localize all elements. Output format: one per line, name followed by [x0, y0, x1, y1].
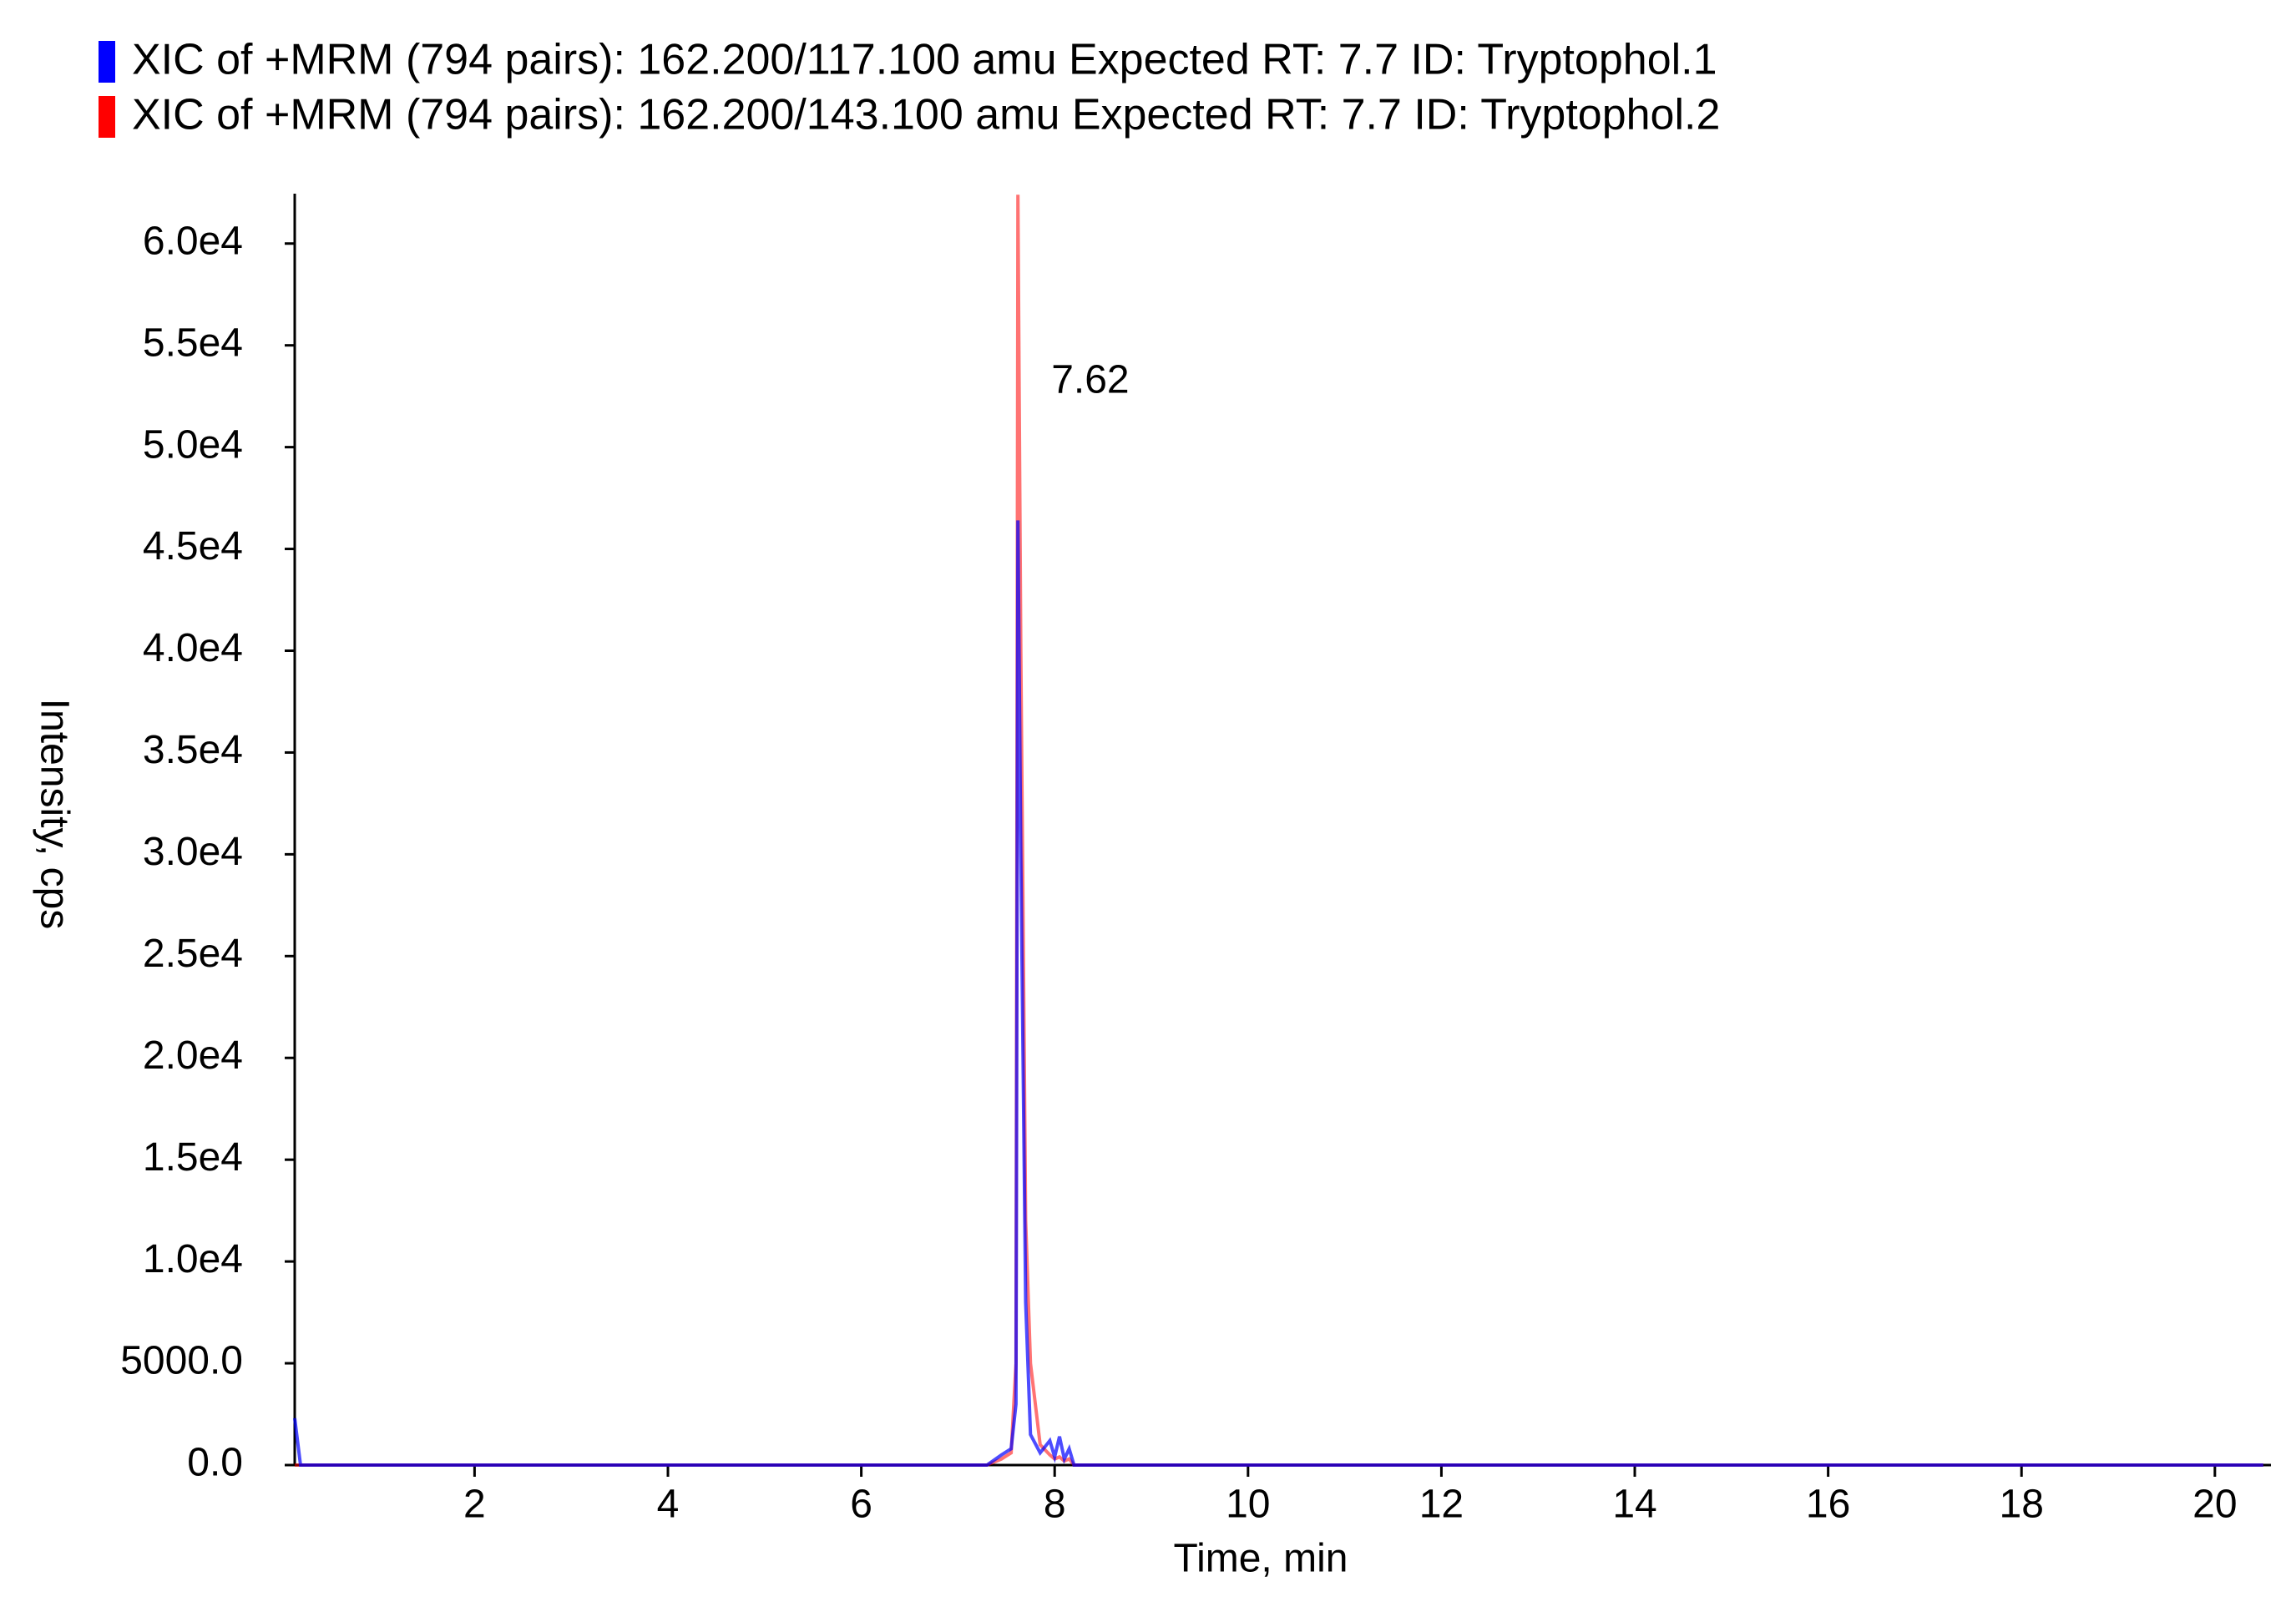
x-tick-label: 12 — [1419, 1483, 1464, 1527]
legend-label: XIC of +MRM (794 pairs): 162.200/117.100… — [132, 36, 1717, 84]
y-tick-label: 6.0e4 — [143, 219, 243, 263]
peak-label: 7.62 — [1051, 358, 1129, 402]
x-tick-label: 14 — [1612, 1483, 1656, 1527]
x-tick-label: 4 — [657, 1483, 680, 1527]
y-tick-label: 5.0e4 — [143, 422, 243, 467]
y-tick-label: 5.5e4 — [143, 321, 243, 365]
x-axis-label: Time, min — [1174, 1537, 1348, 1581]
y-axis-label: Intensity, cps — [32, 699, 76, 930]
legend-label: XIC of +MRM (794 pairs): 162.200/143.100… — [132, 91, 1720, 139]
y-tick-label: 5000.0 — [120, 1339, 243, 1383]
y-tick-label: 1.5e4 — [143, 1135, 243, 1180]
y-tick-label: 2.5e4 — [143, 932, 243, 976]
y-tick-label: 4.5e4 — [143, 524, 243, 568]
x-tick-label: 6 — [850, 1483, 872, 1527]
y-tick-label: 2.0e4 — [143, 1033, 243, 1078]
x-tick-label: 20 — [2192, 1483, 2237, 1527]
y-tick-label: 3.0e4 — [143, 830, 243, 874]
legend-swatch — [99, 41, 115, 83]
x-tick-label: 10 — [1226, 1483, 1270, 1527]
y-tick-label: 1.0e4 — [143, 1237, 243, 1281]
x-tick-label: 18 — [2000, 1483, 2044, 1527]
y-tick-label: 3.5e4 — [143, 728, 243, 772]
y-tick-label: 4.0e4 — [143, 626, 243, 670]
x-tick-label: 8 — [1044, 1483, 1066, 1527]
legend-swatch — [99, 96, 115, 138]
y-tick-label: 0.0 — [187, 1441, 243, 1485]
series-line — [293, 520, 2263, 1467]
x-tick-label: 2 — [463, 1483, 486, 1527]
x-tick-label: 16 — [1806, 1483, 1850, 1527]
series-line — [295, 195, 2263, 1467]
